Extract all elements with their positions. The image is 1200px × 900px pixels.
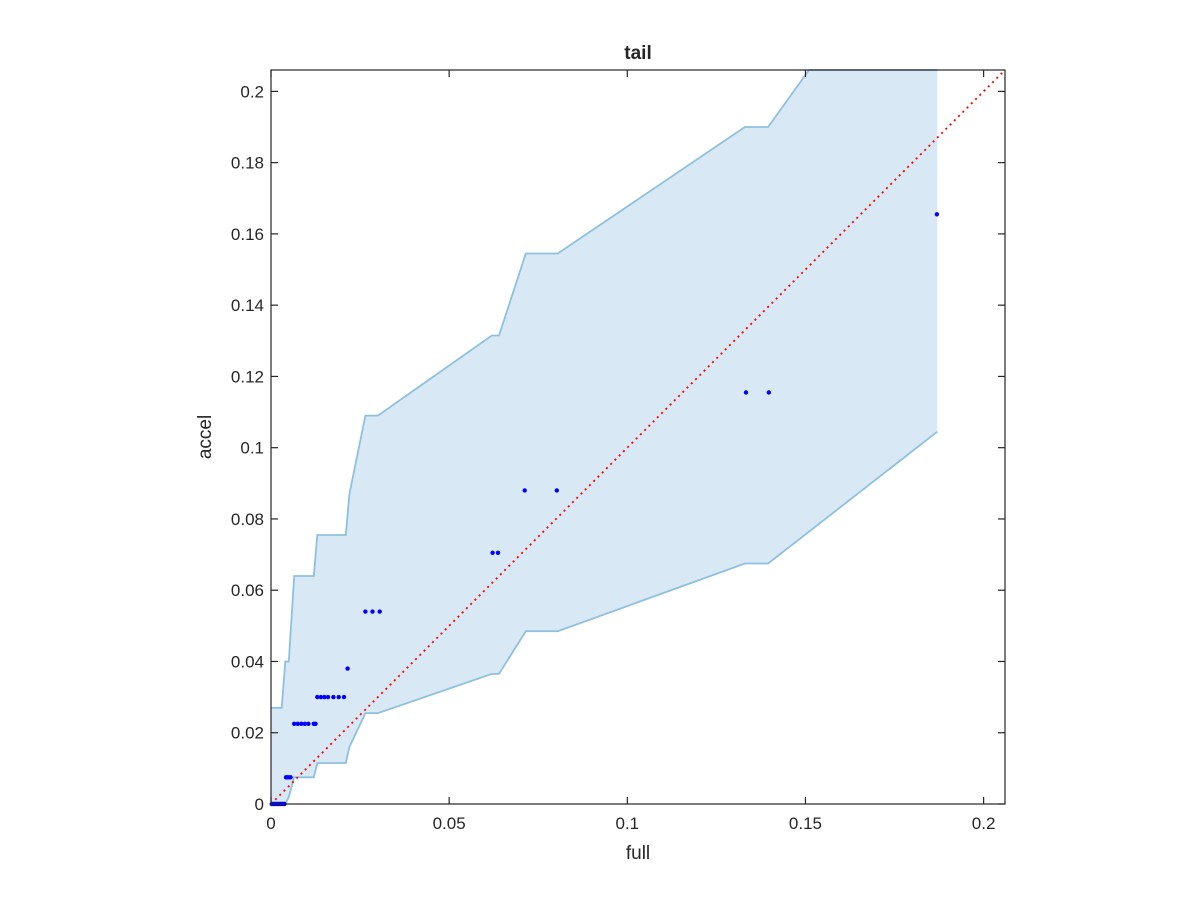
data-point <box>306 721 311 726</box>
data-point <box>288 775 293 780</box>
x-tick-label: 0.05 <box>433 814 466 833</box>
data-point <box>325 694 331 700</box>
y-tick-label: 0 <box>255 795 264 814</box>
data-point <box>336 694 341 700</box>
y-tick-label: 0.1 <box>240 439 264 458</box>
data-point <box>345 666 350 671</box>
y-tick-label: 0.18 <box>231 154 264 173</box>
x-tick-label: 0.1 <box>615 814 639 833</box>
y-tick-label: 0.06 <box>231 581 264 600</box>
y-axis-ticks: 0 0.02 0.04 0.06 0.08 0.1 0.12 0.14 0.16 0.18 0.2 <box>231 82 1005 814</box>
data-point <box>302 721 307 726</box>
x-tick-label: 0.2 <box>972 814 996 833</box>
y-tick-label: 0.16 <box>231 225 264 244</box>
data-point <box>743 390 749 395</box>
data-point <box>522 488 527 493</box>
data-point <box>363 609 368 614</box>
plot-area: 0 0.05 0.1 0.15 0.2 0 0.02 0.04 0.06 0.08 0.1 0.12… <box>231 69 1006 833</box>
data-point <box>318 694 324 700</box>
data-point <box>292 721 297 726</box>
confidence-band-lower-edge <box>271 430 938 805</box>
y-tick-label: 0.04 <box>231 652 264 671</box>
data-point <box>490 550 495 555</box>
data-point <box>495 550 501 555</box>
reference-diagonal-line <box>270 69 1006 805</box>
axes-box <box>270 69 1006 805</box>
data-point <box>341 694 347 700</box>
data-point <box>295 721 300 726</box>
data-point <box>299 721 304 726</box>
y-tick-label: 0.2 <box>240 82 264 101</box>
data-point <box>370 609 375 614</box>
data-point <box>554 488 559 493</box>
x-axis-ticks: 0 0.05 0.1 0.15 0.2 <box>266 70 995 833</box>
data-point <box>331 694 336 700</box>
confidence-band <box>271 70 938 804</box>
confidence-band-upper-edge <box>271 69 938 709</box>
data-point <box>934 212 940 217</box>
y-tick-label: 0.12 <box>231 367 264 386</box>
data-point <box>315 694 320 700</box>
x-tick-label: 0 <box>266 814 275 833</box>
x-axis-label: full <box>626 843 650 864</box>
y-tick-label: 0.14 <box>231 296 264 315</box>
chart-title: tail <box>624 43 651 64</box>
data-point <box>377 609 382 614</box>
x-tick-label: 0.15 <box>789 814 822 833</box>
data-point <box>766 390 771 395</box>
data-point <box>313 721 318 726</box>
y-tick-label: 0.08 <box>231 510 264 529</box>
data-point <box>322 694 327 700</box>
y-axis-label: accel <box>195 415 216 459</box>
y-tick-label: 0.02 <box>231 724 264 743</box>
